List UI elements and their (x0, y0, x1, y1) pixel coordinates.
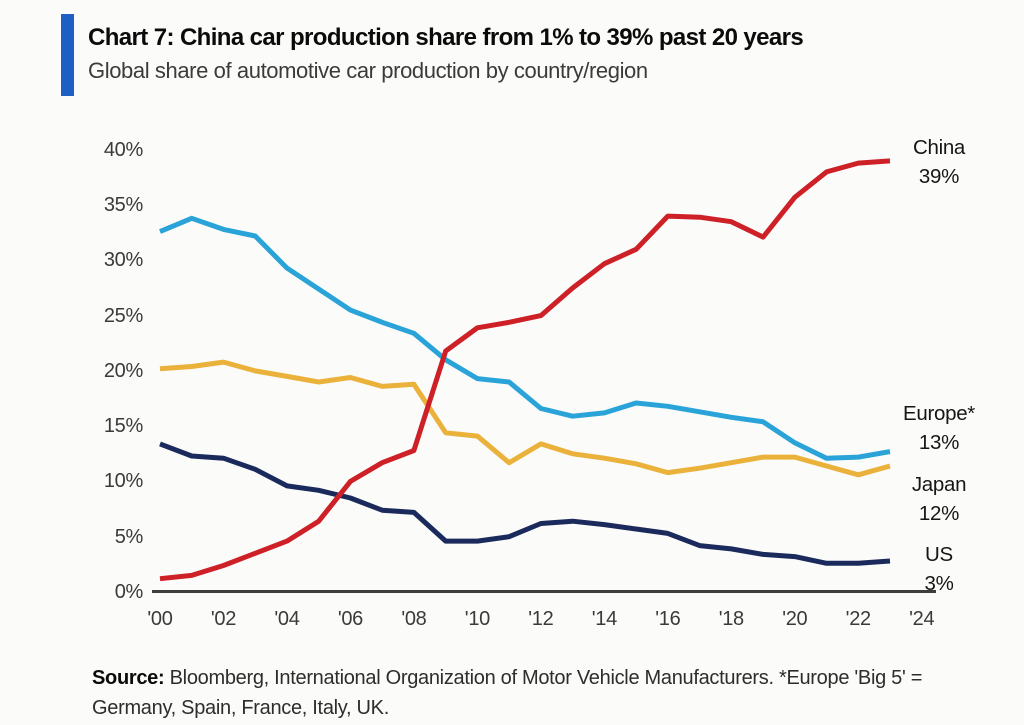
source-note: Source: Bloomberg, International Organiz… (92, 663, 962, 723)
series-end-value: 39% (918, 165, 960, 188)
title-accent-bar (61, 14, 74, 96)
x-tick-2020: '20 (782, 608, 808, 630)
series-end-value: 3% (924, 572, 954, 595)
chart-subtitle: Global share of automotive car productio… (88, 58, 648, 83)
y-tick-20: 20% (103, 359, 143, 382)
x-axis: '00 '02 '04 '06 '08 '10 '12 '14 '16 '18 '20 '22 '24 (0, 607, 1024, 637)
chart-title: Chart 7: China car production share from… (88, 24, 804, 51)
europe-line (159, 215, 891, 461)
series-end-value: 13% (918, 431, 960, 454)
series-end-value: 12% (918, 502, 960, 525)
series-label-japan: Japan 12% (897, 470, 981, 528)
series-label-china: China 39% (897, 133, 981, 191)
source-label: Source: (92, 667, 165, 689)
series-name: Japan (911, 473, 967, 496)
x-tick-2008: '08 (401, 608, 427, 630)
x-tick-2010: '10 (464, 608, 490, 630)
china-line (159, 158, 891, 582)
series-name: US (925, 543, 953, 566)
y-tick-15: 15% (103, 415, 143, 438)
x-tick-2002: '02 (210, 608, 237, 630)
x-tick-2018: '18 (718, 608, 744, 630)
series-end-labels: China 39% Europe* 13% Japan 12% US 3% (897, 133, 981, 598)
x-tick-2006: '06 (337, 608, 364, 630)
x-tick-2004: '04 (274, 608, 300, 630)
source-line-1: Source: Bloomberg, International Organiz… (92, 663, 962, 693)
japan-line (159, 359, 891, 478)
x-tick-2024: '24 (909, 608, 935, 630)
x-tick-2012: '12 (528, 608, 554, 630)
source-line-2: Germany, Spain, France, Italy, UK. (92, 697, 389, 719)
source-text: Bloomberg, International Organization of… (164, 667, 923, 689)
y-tick-35: 35% (103, 194, 143, 217)
series-name: China (912, 136, 966, 159)
series-label-us: US 3% (897, 540, 981, 598)
x-tick-2022: '22 (845, 608, 871, 630)
series-label-europe: Europe* 13% (897, 399, 981, 457)
x-tick-2014: '14 (591, 608, 617, 630)
y-axis: 0% 5% 10% 15% 20% 25% 30% 35% 40% (53, 0, 143, 650)
y-tick-30: 30% (103, 249, 143, 272)
y-tick-10: 10% (103, 470, 143, 493)
x-tick-2000: '00 (147, 608, 173, 630)
y-tick-40: 40% (103, 138, 143, 161)
us-line (159, 441, 891, 566)
series-name: Europe* (903, 402, 975, 425)
y-tick-0: 0% (114, 581, 144, 603)
y-tick-5: 5% (114, 525, 144, 548)
y-tick-25: 25% (103, 304, 143, 327)
x-tick-2016: '16 (655, 608, 681, 630)
